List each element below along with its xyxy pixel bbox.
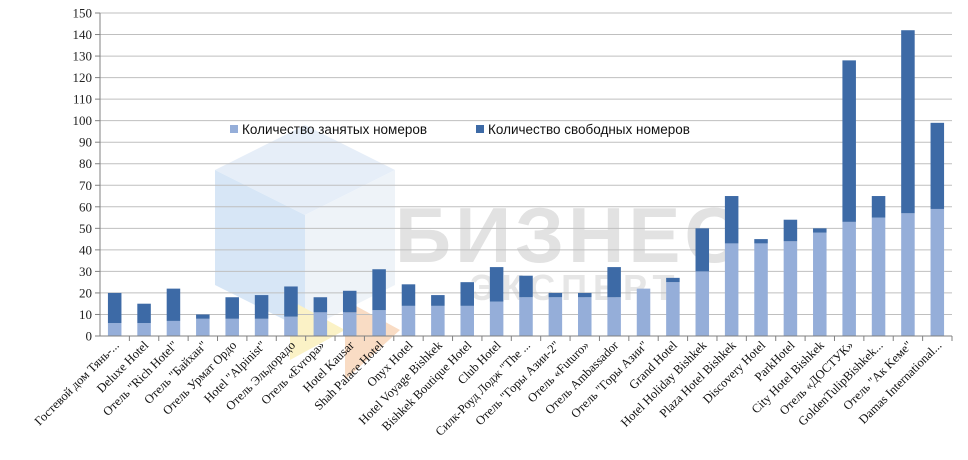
bar-free: [519, 275, 533, 298]
bar-occupied: [607, 297, 621, 336]
bar-occupied: [196, 318, 210, 336]
bar-free: [166, 288, 181, 321]
bar-free: [607, 267, 621, 298]
axes: [95, 12, 953, 341]
bar-occupied: [548, 297, 563, 336]
bar-free: [842, 60, 856, 222]
bar-occupied: [254, 318, 269, 336]
y-tick-label: 120: [73, 70, 93, 85]
bar-free: [901, 30, 915, 214]
watermark-orange-shape: [345, 300, 400, 380]
y-tick-label: 130: [73, 49, 93, 64]
bar-free: [342, 290, 357, 313]
bar-free: [460, 282, 474, 306]
bar-free: [401, 284, 416, 306]
y-tick-label: 90: [79, 135, 92, 150]
bar-free: [431, 295, 445, 306]
bar-occupied: [930, 208, 945, 336]
bar-free: [548, 292, 563, 298]
bar-occupied: [313, 312, 328, 336]
y-tick-label: 60: [79, 199, 92, 214]
bar-free: [783, 219, 798, 242]
bar-free: [313, 297, 328, 313]
bar-free: [871, 196, 886, 218]
bar-occupied: [284, 316, 298, 336]
bar-free: [489, 267, 504, 302]
legend-swatch: [230, 125, 238, 133]
y-tick-label: 40: [79, 242, 92, 257]
y-tick-label: 0: [86, 329, 93, 344]
bar-occupied: [489, 301, 504, 336]
bar-free: [254, 295, 269, 319]
y-tick-labels: 0 10 20 30 40 50 60 70 80 90 100 110 120 130 140 150: [73, 6, 93, 344]
bar-occupied: [519, 297, 533, 336]
bar-free: [695, 228, 710, 272]
bar-occupied: [813, 232, 827, 336]
bar-occupied: [460, 305, 474, 336]
y-tick-label: 100: [73, 113, 93, 128]
bar-free: [930, 122, 945, 209]
bar-occupied: [137, 323, 151, 336]
bar-occupied: [871, 217, 886, 336]
bar-occupied: [666, 282, 680, 336]
y-tick-label: 110: [73, 92, 92, 107]
bar-occupied: [578, 297, 592, 336]
bar-occupied: [783, 241, 798, 336]
bar-occupied: [431, 305, 445, 336]
watermark-text-main: БИЗНЕС: [395, 191, 745, 279]
bar-occupied: [724, 243, 739, 336]
legend-swatch: [476, 125, 484, 133]
y-tick-label: 20: [79, 285, 92, 300]
y-tick-label: 30: [79, 264, 92, 279]
bar-free: [137, 303, 151, 324]
bar-occupied: [695, 271, 710, 336]
y-tick-label: 80: [79, 156, 92, 171]
bar-occupied: [636, 288, 651, 336]
y-tick-label: 10: [79, 307, 92, 322]
bar-free: [284, 286, 298, 317]
bar-occupied: [166, 320, 181, 336]
bar-occupied: [225, 318, 239, 336]
bar-free: [225, 297, 239, 319]
legend-label: Количество занятых номеров: [242, 122, 427, 137]
bar-free: [578, 292, 592, 298]
y-tick-label: 150: [73, 6, 93, 21]
bar-free: [196, 314, 210, 319]
bar-occupied: [107, 323, 122, 336]
bar-occupied: [901, 213, 915, 336]
bar-free: [372, 269, 386, 311]
bar-occupied: [842, 221, 856, 336]
legend: Количество занятых номеров Количество сво…: [230, 122, 690, 137]
y-tick-label: 50: [79, 221, 92, 236]
bar-free: [666, 277, 680, 283]
bar-occupied: [401, 305, 416, 336]
bars: [107, 30, 945, 336]
bar-occupied: [342, 312, 357, 336]
y-tick-label: 140: [73, 27, 93, 42]
bar-occupied: [754, 243, 768, 336]
bar-free: [107, 292, 122, 324]
bar-free: [724, 196, 739, 244]
bar-occupied: [372, 310, 386, 336]
bar-free: [813, 228, 827, 233]
y-tick-label: 70: [79, 178, 92, 193]
bar-free: [754, 239, 768, 244]
legend-label: Количество свободных номеров: [488, 122, 690, 137]
